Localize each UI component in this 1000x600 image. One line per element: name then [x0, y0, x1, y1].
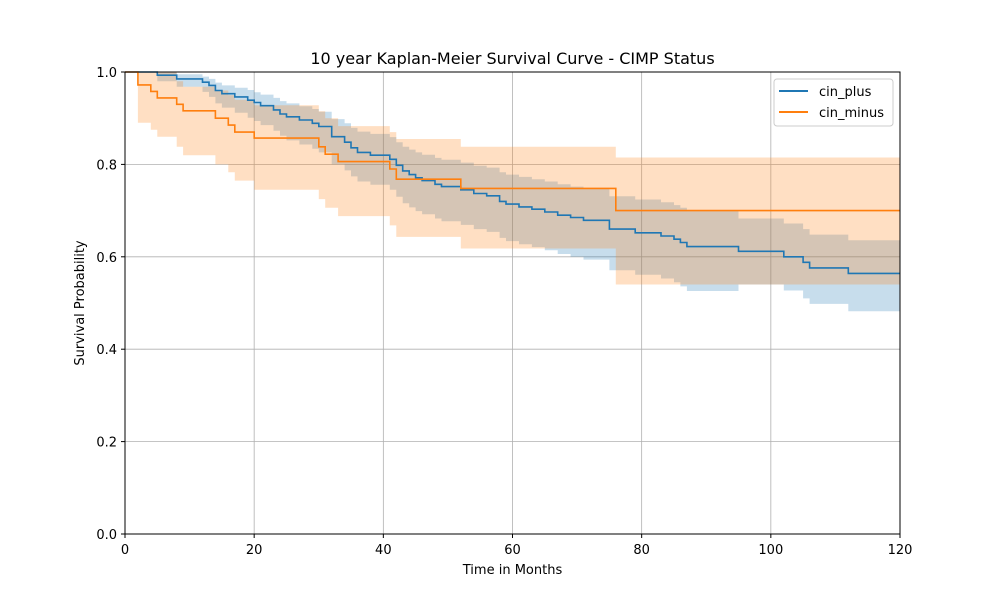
survival-lines — [125, 71, 900, 275]
ci-band-cin-plus — [125, 72, 900, 312]
y-tick-label: 1.0 — [96, 66, 117, 81]
x-tick-label: 100 — [758, 543, 783, 558]
x-tick-label: 20 — [246, 543, 263, 558]
axis-ticks: 0 20 40 60 80 100 120 0.0 0.2 0.4 0.6 0.8 1.0 — [96, 66, 912, 558]
legend-label-cin-minus: cin_minus — [819, 106, 884, 121]
x-tick-label: 60 — [504, 543, 521, 558]
y-tick-label: 0.0 — [96, 528, 117, 543]
x-tick-label: 120 — [888, 543, 913, 558]
legend: cin_plus cin_minus — [773, 78, 894, 127]
x-axis-label: Time in Months — [462, 563, 563, 578]
y-tick-label: 0.2 — [96, 436, 117, 451]
survival-line-cin-minus — [125, 71, 900, 212]
x-tick-label: 40 — [375, 543, 392, 558]
x-tick-label: 80 — [633, 543, 650, 558]
y-tick-label: 0.8 — [96, 158, 117, 173]
x-tick-label: 0 — [121, 543, 129, 558]
survival-line-cin-plus — [125, 71, 900, 275]
chart-title: 10 year Kaplan-Meier Survival Curve - CI… — [310, 49, 714, 68]
legend-label-cin-plus: cin_plus — [819, 85, 872, 100]
y-tick-label: 0.6 — [96, 251, 117, 266]
y-axis-label: Survival Probability — [73, 240, 88, 366]
y-tick-label: 0.4 — [96, 343, 117, 358]
